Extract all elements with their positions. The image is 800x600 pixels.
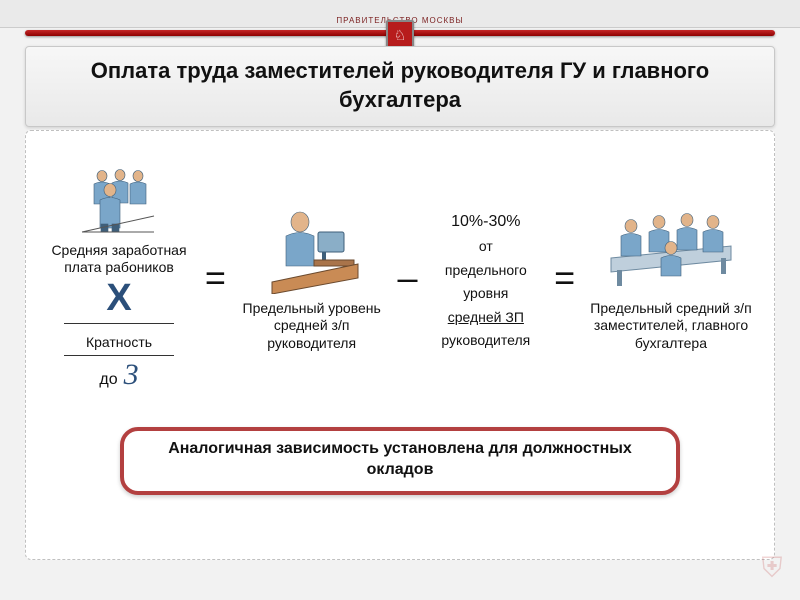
avg-salary-label: Средняя заработная плата рабоников (44, 242, 194, 277)
percent-line4: средней ЗП (448, 309, 524, 327)
title-box: Оплата труда заместителей руководителя Г… (25, 46, 775, 127)
percent-line5: руководителя (441, 332, 530, 350)
do-label: до (99, 370, 117, 390)
multiplier-x: Х (106, 279, 131, 317)
desk-worker-icon (262, 204, 362, 294)
page-title: Оплата труда заместителей руководителя Г… (46, 57, 754, 114)
equals-2: = (550, 257, 579, 299)
percent-line2: предельного (445, 262, 527, 280)
fraction-divider-1 (64, 323, 174, 324)
percent-range: 10%-30% (451, 212, 520, 232)
block-avg-salary: Средняя заработная плата рабоников Х Кра… (44, 166, 194, 391)
block-percent: 10%-30% от предельного уровня средней ЗП… (428, 206, 543, 350)
result-label: Предельный средний з/п заместителей, гла… (586, 300, 756, 353)
emblem-glyph: ♘ (394, 27, 407, 44)
people-group-icon (74, 166, 164, 236)
minus: – (393, 257, 421, 299)
percent-line3: уровня (463, 285, 508, 303)
block-result: Предельный средний з/п заместителей, гла… (586, 204, 756, 353)
block-limit-level: Предельный уровень средней з/п руководит… (237, 204, 387, 353)
watermark-emblem-icon: ⛨ (754, 552, 790, 592)
formula-row: Средняя заработная плата рабоников Х Кра… (44, 143, 756, 413)
kratnost-label: Кратность (86, 334, 152, 352)
equals-1: = (201, 257, 230, 299)
content-box: Средняя заработная плата рабоников Х Кра… (25, 130, 775, 560)
percent-line1: от (479, 238, 493, 256)
meeting-table-icon (601, 204, 741, 294)
do-value: 3 (124, 360, 139, 390)
footer-note: Аналогичная зависимость установлена для … (120, 427, 680, 495)
fraction-divider-2 (64, 355, 174, 356)
limit-level-label: Предельный уровень средней з/п руководит… (237, 300, 387, 353)
